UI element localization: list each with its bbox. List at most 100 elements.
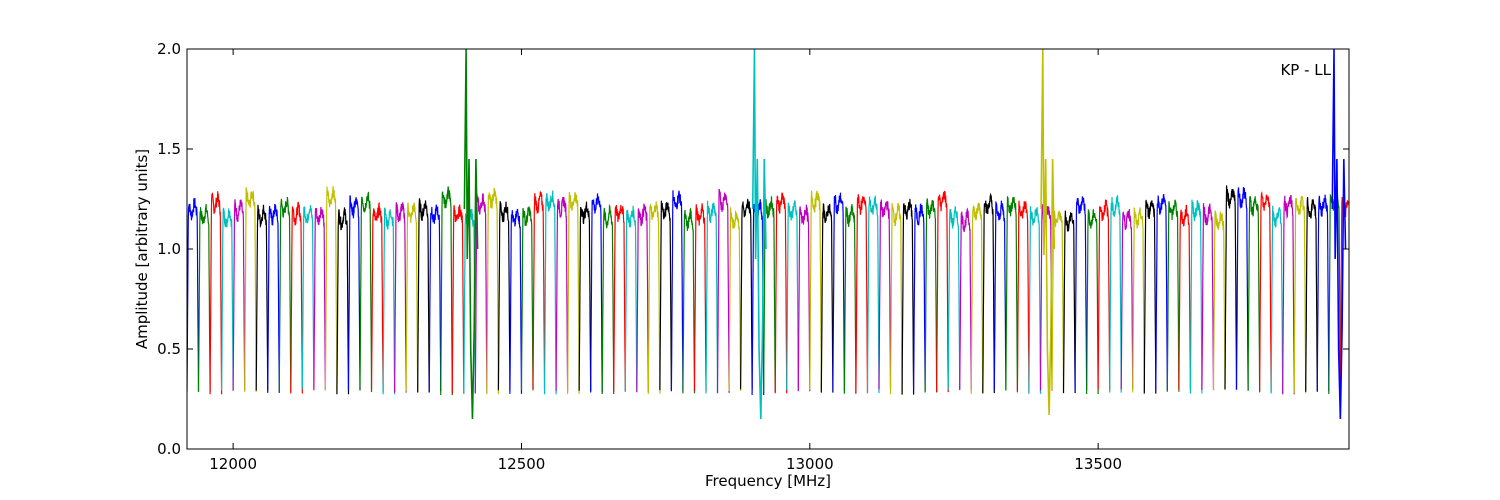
channel-trace [809, 190, 822, 391]
channel-trace [682, 207, 696, 394]
channel-trace [255, 204, 269, 391]
channel-trace [1212, 210, 1226, 391]
x-tick-label: 12500 [498, 455, 546, 473]
channel-trace [405, 202, 419, 392]
channel-trace [866, 195, 880, 394]
channel-trace [394, 202, 407, 393]
channel-trace [187, 198, 200, 392]
channel-trace [693, 203, 707, 392]
channel-trace [1155, 194, 1168, 391]
channel-trace [1143, 199, 1157, 394]
channel-trace [301, 205, 315, 390]
channel-trace [555, 196, 569, 392]
channel-trace [290, 201, 303, 394]
channel-trace [705, 200, 719, 394]
channel-trace [924, 198, 938, 393]
spike-trace [751, 49, 767, 420]
channel-trace [497, 201, 511, 391]
channel-trace [1247, 196, 1261, 391]
channel-trace [786, 200, 799, 391]
channel-trace [359, 191, 373, 390]
channel-trace [1235, 187, 1249, 390]
channel-trace [936, 190, 949, 393]
channel-trace [740, 198, 753, 390]
channel-trace [1224, 185, 1238, 390]
channel-trace [417, 198, 430, 393]
channel-trace [590, 193, 603, 393]
channel-trace [244, 187, 257, 392]
channel-trace [901, 198, 915, 395]
channel-trace [1178, 204, 1191, 391]
channel-trace [1339, 196, 1349, 394]
channel-trace [520, 206, 534, 391]
channel-trace [278, 196, 292, 392]
channel-trace [578, 201, 592, 391]
channel-trace [440, 186, 453, 396]
channel-trace [601, 203, 615, 395]
channel-trace [347, 195, 361, 391]
channel-trace [970, 202, 984, 394]
channel-trace [336, 207, 350, 395]
spike-trace [463, 49, 479, 420]
channel-trace [509, 208, 523, 394]
channel-trace [993, 200, 1007, 390]
channel-trace [1062, 210, 1076, 394]
x-tick-label: 13500 [1074, 455, 1122, 473]
channel-trace [670, 190, 684, 392]
channel-trace [947, 206, 961, 390]
channel-trace [1005, 196, 1018, 391]
channel-trace [532, 191, 546, 390]
channel-trace [832, 192, 845, 391]
series-layer [187, 49, 1349, 420]
y-tick-label: 0.0 [157, 440, 181, 458]
channel-trace [1259, 191, 1272, 393]
y-tick-label: 1.5 [157, 140, 181, 158]
channel-trace [1097, 199, 1111, 390]
y-axis-title: Amplitude [arbitrary units] [133, 149, 151, 349]
channel-trace [324, 186, 338, 391]
channel-trace [1305, 196, 1318, 392]
channel-trace [613, 204, 626, 392]
channel-trace [797, 204, 811, 392]
channel-trace [1086, 209, 1099, 395]
x-axis-title: Frequency [MHz] [705, 472, 831, 490]
channel-trace [1201, 203, 1215, 391]
channel-trace [636, 203, 649, 393]
y-tick-label: 2.0 [157, 40, 181, 58]
channel-trace [659, 200, 672, 391]
channel-trace [1016, 200, 1030, 393]
channel-trace [313, 206, 326, 391]
channel-trace [1316, 194, 1330, 392]
channel-trace [1270, 205, 1284, 394]
channel-trace [428, 204, 442, 392]
channel-trace [959, 207, 972, 391]
channel-trace [624, 205, 638, 392]
channel-trace [486, 187, 499, 395]
plot-frame [186, 48, 1350, 450]
channel-trace [1189, 199, 1203, 394]
channel-trace [716, 188, 730, 393]
channel-trace [267, 203, 280, 393]
channel-trace [232, 199, 246, 391]
channel-trace [370, 201, 384, 393]
channel-trace [878, 199, 892, 390]
channel-trace [382, 207, 396, 395]
channel-trace [647, 201, 661, 394]
channel-trace [1282, 194, 1295, 395]
y-tick-label: 1.0 [157, 240, 181, 258]
channel-trace [1166, 199, 1180, 392]
channel-trace [567, 191, 580, 394]
channel-trace [1132, 207, 1145, 393]
channel-trace [1028, 206, 1042, 394]
channel-trace [820, 203, 834, 393]
channel-trace [855, 194, 869, 394]
channel-trace [913, 203, 926, 392]
channel-trace [451, 204, 465, 394]
channel-trace [1074, 196, 1088, 391]
spike-trace [1331, 49, 1347, 420]
channel-trace [843, 204, 857, 394]
channel-trace [1293, 195, 1307, 394]
channel-trace [728, 207, 742, 392]
x-tick-label: 12000 [209, 455, 257, 473]
